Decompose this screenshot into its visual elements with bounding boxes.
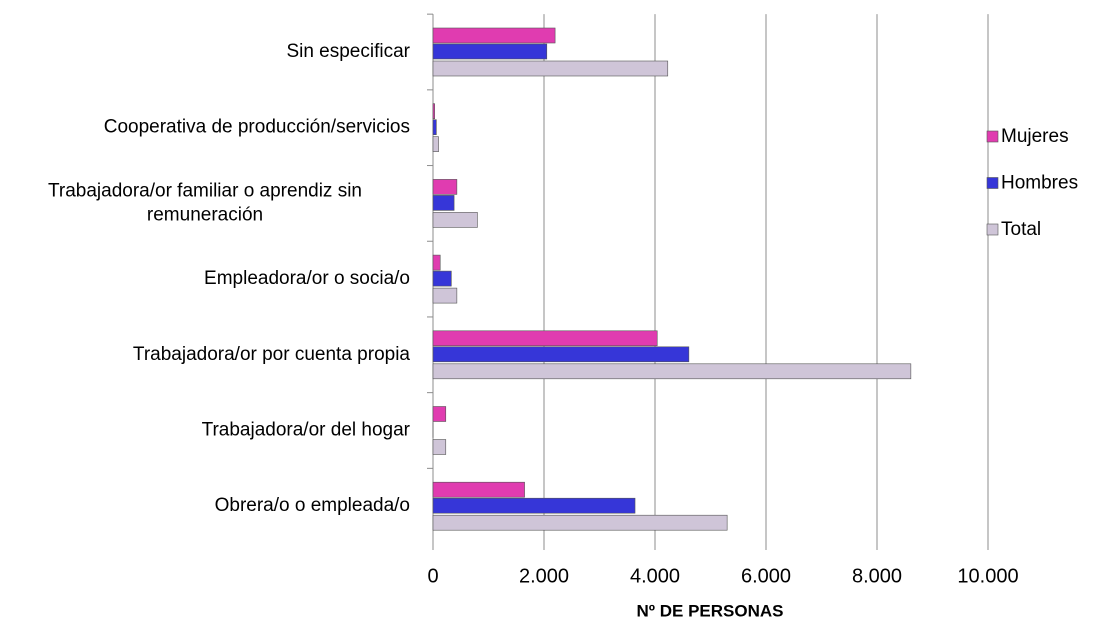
bar <box>433 498 635 513</box>
legend-label: Mujeres <box>1001 126 1069 147</box>
legend-swatch <box>987 178 998 189</box>
category-label: Sin especificar <box>286 41 410 62</box>
category-label: Trabajadora/or por cuenta propia <box>133 344 411 365</box>
x-tick-label: 10.000 <box>957 565 1018 587</box>
category-label: Trabajadora/or familiar o aprendiz sin re… <box>48 180 362 225</box>
x-tick-label: 4.000 <box>630 565 680 587</box>
bar <box>433 61 668 76</box>
category-label-line: remuneración <box>147 204 263 225</box>
category-label: Cooperativa de producción/servicios <box>104 117 410 138</box>
bar <box>433 120 436 135</box>
bar <box>433 288 457 303</box>
x-tick-label: 0 <box>427 565 438 587</box>
bar <box>433 104 435 119</box>
category-label-line: Trabajadora/or familiar o aprendiz sin <box>48 180 362 201</box>
category-label: Obrera/o o empleada/o <box>215 495 410 516</box>
category-label: Empleadora/or o socia/o <box>204 268 410 289</box>
bar <box>433 440 446 455</box>
x-tick-label: 2.000 <box>519 565 569 587</box>
x-tick-label: 8.000 <box>852 565 902 587</box>
bar <box>433 407 446 422</box>
bar <box>433 212 477 227</box>
bar <box>433 195 454 210</box>
category-label: Trabajadora/or del hogar <box>202 420 411 441</box>
bar <box>433 28 555 43</box>
bar <box>433 347 689 362</box>
bar <box>433 179 457 194</box>
bar <box>433 44 547 59</box>
bar <box>433 515 727 530</box>
bar <box>433 271 451 286</box>
x-tick-label: 6.000 <box>741 565 791 587</box>
bar <box>433 482 525 497</box>
legend-swatch <box>987 131 998 142</box>
bar <box>433 137 439 152</box>
bar <box>433 364 911 379</box>
legend-label: Hombres <box>1001 173 1078 194</box>
bar <box>433 255 440 270</box>
legend-label: Total <box>1001 219 1041 240</box>
x-axis-title: Nº DE PERSONAS <box>637 601 784 620</box>
bar <box>433 331 657 346</box>
legend-swatch <box>987 224 998 235</box>
